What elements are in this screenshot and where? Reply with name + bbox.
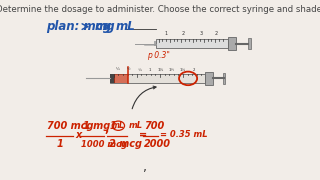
- FancyBboxPatch shape: [110, 74, 205, 83]
- Text: Determine the dosage to administer. Choose the correct syringe and shade.: Determine the dosage to administer. Choo…: [0, 5, 320, 14]
- Text: plan: mcg: plan: mcg: [46, 20, 111, 33]
- Text: 1000 mcg: 1000 mcg: [81, 140, 127, 149]
- Text: 2: 2: [193, 68, 195, 72]
- FancyBboxPatch shape: [248, 38, 251, 49]
- Text: 3: 3: [199, 31, 202, 36]
- Text: mL: mL: [129, 121, 143, 130]
- Text: 700: 700: [145, 121, 165, 131]
- FancyBboxPatch shape: [156, 39, 228, 48]
- Text: 1: 1: [165, 31, 168, 36]
- Text: ,: ,: [143, 161, 147, 174]
- Text: mg: mg: [94, 20, 115, 33]
- Text: mL: mL: [116, 20, 136, 33]
- Text: p 0.3": p 0.3": [147, 51, 170, 60]
- Text: 1: 1: [149, 68, 152, 72]
- Text: 2: 2: [182, 31, 185, 36]
- Text: ,: ,: [105, 124, 109, 134]
- Text: ¼: ¼: [116, 68, 119, 72]
- FancyBboxPatch shape: [114, 74, 128, 83]
- Text: 2: 2: [215, 31, 218, 36]
- Text: 1: 1: [109, 121, 116, 131]
- Text: 1¾: 1¾: [180, 68, 186, 72]
- Text: 2 mcg: 2 mcg: [109, 140, 142, 149]
- FancyBboxPatch shape: [110, 74, 115, 83]
- Text: =: =: [139, 130, 147, 140]
- Text: 700 mcg: 700 mcg: [47, 121, 93, 131]
- Text: 1¼: 1¼: [158, 68, 164, 72]
- Text: 1 mg: 1 mg: [83, 121, 110, 131]
- FancyBboxPatch shape: [223, 73, 226, 84]
- FancyArrowPatch shape: [132, 86, 156, 109]
- FancyBboxPatch shape: [154, 41, 156, 46]
- Text: 2000: 2000: [144, 140, 171, 149]
- Text: ¾: ¾: [138, 68, 141, 72]
- Text: mL: mL: [112, 121, 125, 130]
- Text: 1½: 1½: [169, 68, 175, 72]
- Text: = 0.35 mL: = 0.35 mL: [160, 130, 207, 139]
- FancyBboxPatch shape: [205, 72, 213, 85]
- Text: x: x: [76, 130, 82, 140]
- Text: ½: ½: [127, 68, 130, 72]
- Text: 1: 1: [56, 140, 63, 149]
- FancyBboxPatch shape: [228, 37, 236, 50]
